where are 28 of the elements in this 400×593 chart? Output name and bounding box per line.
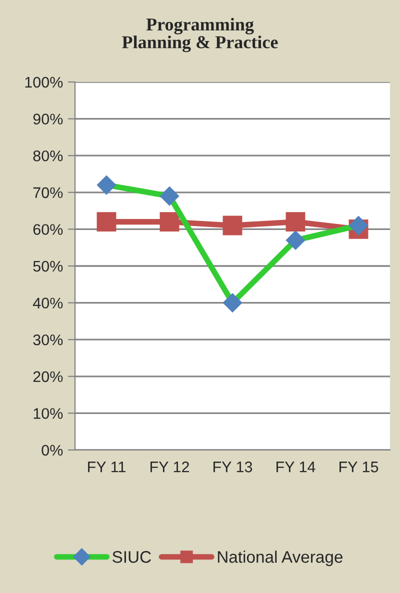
chart-title: Programming Planning & Practice	[122, 18, 278, 52]
point	[222, 216, 242, 236]
point	[96, 176, 116, 195]
y-tick-label: 100%	[25, 76, 63, 88]
x-tick-label: FY 12	[150, 462, 189, 472]
point	[348, 216, 368, 236]
point	[222, 293, 242, 312]
y-tick-label: 50%	[33, 260, 63, 272]
point	[286, 212, 306, 232]
y-tick-label: 80%	[33, 150, 63, 162]
y-tick-label: 30%	[33, 334, 63, 346]
point	[286, 230, 306, 250]
legend-label: National Average	[218, 550, 342, 566]
x-tick-label: FY 11	[88, 462, 126, 472]
point	[96, 212, 116, 232]
y-tick-label: 70%	[33, 187, 63, 198]
y-tick-label: 10%	[34, 408, 63, 419]
y-tick-label: 60%	[33, 224, 63, 235]
y-tick-label: 0%	[42, 444, 63, 456]
x-tick-label: FY 14	[276, 462, 316, 472]
y-tick-label: 90%	[33, 114, 63, 124]
x-tick-label: FY 13	[214, 462, 252, 472]
legend-label: SIUC	[112, 551, 151, 563]
point	[160, 212, 180, 232]
point	[160, 186, 180, 206]
x-tick-label: FY 15	[340, 462, 378, 472]
y-tick-label: 40%	[32, 298, 63, 308]
y-tick-label: 20%	[33, 371, 63, 382]
